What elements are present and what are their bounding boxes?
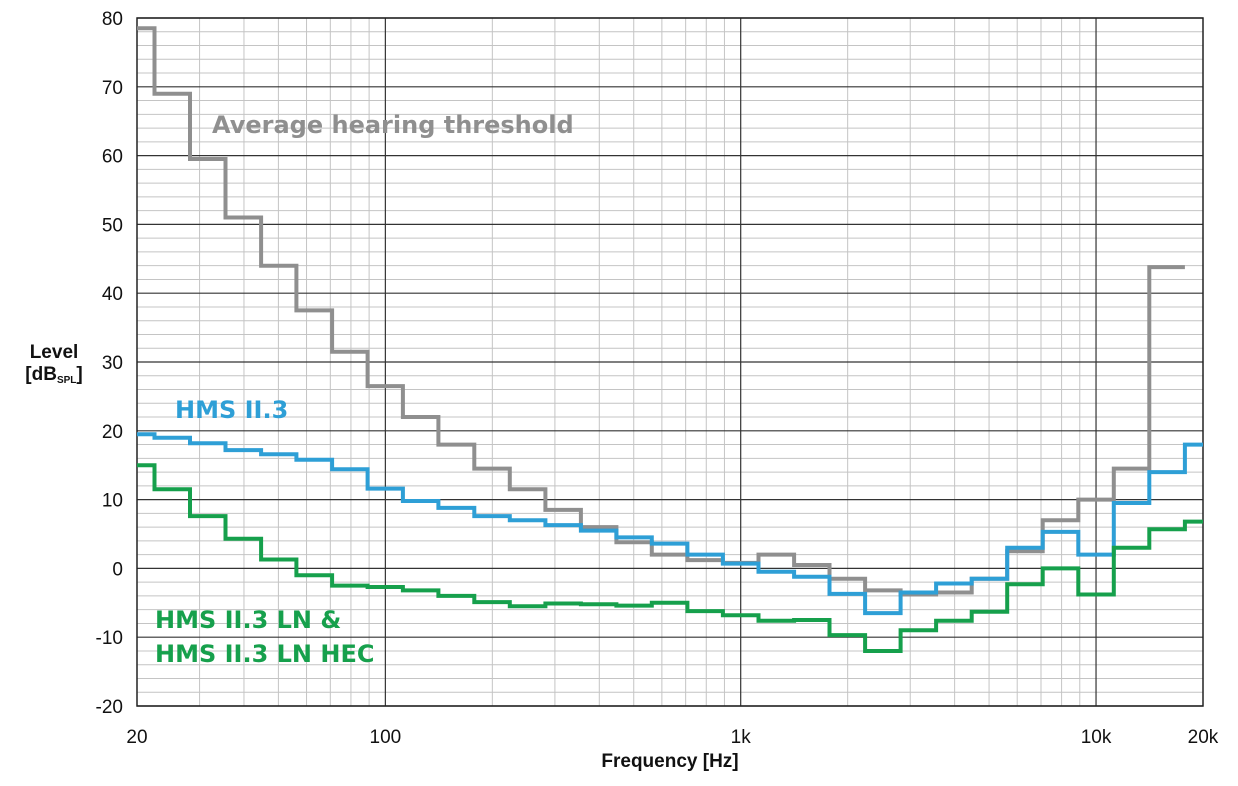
y-axis-title: Level [dBSPL] xyxy=(14,342,94,392)
y-axis-unit-close: ] xyxy=(76,364,83,385)
x-tick-label: 20k xyxy=(1188,727,1219,748)
y-tick-label: 50 xyxy=(102,215,123,236)
x-tick-label: 100 xyxy=(370,727,402,748)
y-axis-title-main: Level xyxy=(29,342,79,363)
y-tick-label: -20 xyxy=(96,697,123,718)
x-axis-title: Frequency [Hz] xyxy=(601,751,738,772)
y-tick-label: 80 xyxy=(102,9,123,30)
y-axis-unit-open: [dB xyxy=(25,364,57,385)
x-tick-labels: 20 100 1k 10k 20k xyxy=(126,727,1218,748)
y-tick-label: 20 xyxy=(102,422,123,443)
series-line-2 xyxy=(137,463,1203,653)
plot-frame xyxy=(136,17,1204,707)
y-tick-label: 40 xyxy=(102,284,123,305)
series-label-hms-ii3: HMS II.3 xyxy=(175,396,288,424)
y-axis-unit-sub: SPL xyxy=(56,375,77,386)
y-tick-label: 10 xyxy=(102,491,123,512)
y-tick-label: 60 xyxy=(102,147,123,168)
y-tick-label: 70 xyxy=(102,78,123,99)
y-tick-label: -10 xyxy=(96,628,123,649)
series-label-hms-ii3-ln-line2: HMS II.3 LN HEC xyxy=(155,640,374,668)
y-tick-label: 0 xyxy=(112,559,123,580)
x-tick-label: 20 xyxy=(126,727,147,748)
x-tick-label: 10k xyxy=(1081,727,1112,748)
series-label-hms-ii3-ln-line1: HMS II.3 LN & xyxy=(155,606,341,634)
y-tick-labels: -20 -10 0 10 20 30 40 50 60 70 80 xyxy=(96,9,123,718)
series-label-average-hearing-threshold: Average hearing threshold xyxy=(212,111,574,139)
series-line-1 xyxy=(137,432,1203,616)
y-tick-label: 30 xyxy=(102,353,123,374)
x-tick-label: 1k xyxy=(731,727,752,748)
series-layer xyxy=(137,26,1203,653)
y-axis-title-unit: [dBSPL] xyxy=(14,364,94,392)
